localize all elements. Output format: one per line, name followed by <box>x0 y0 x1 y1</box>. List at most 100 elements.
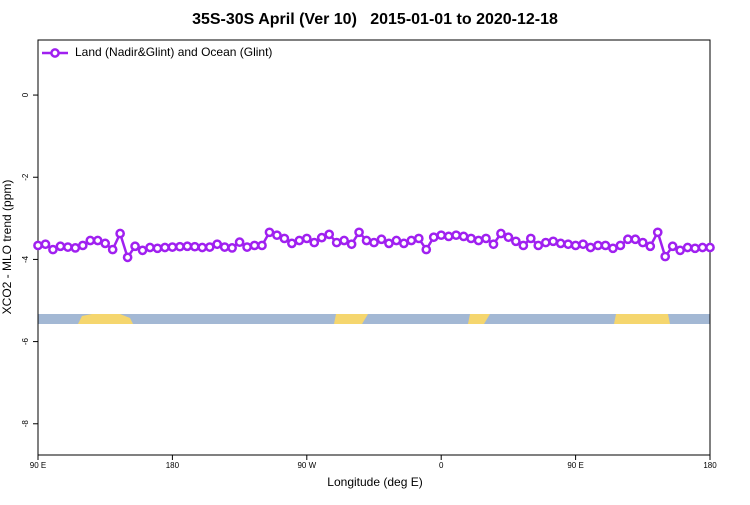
y-tick-label: -2 <box>21 173 30 181</box>
data-point <box>212 239 223 250</box>
data-point <box>623 234 633 245</box>
data-point <box>660 251 671 262</box>
y-tick-label: -4 <box>21 255 30 263</box>
data-point <box>525 233 536 244</box>
data-point <box>145 242 155 253</box>
data-point <box>376 234 387 245</box>
data-point <box>555 238 566 249</box>
data-point <box>615 240 626 251</box>
data-point <box>242 242 252 252</box>
data-point <box>77 240 88 251</box>
land-strip <box>78 314 133 324</box>
data-point <box>137 245 148 256</box>
data-point <box>55 241 66 252</box>
data-point <box>578 239 588 250</box>
ocean-strip <box>38 314 710 324</box>
data-point <box>100 238 111 249</box>
data-point <box>503 232 514 243</box>
data-point <box>667 241 678 252</box>
data-point <box>585 242 596 253</box>
x-tick-label: 90 E <box>567 461 583 470</box>
data-point <box>705 242 715 253</box>
data-point <box>399 238 409 249</box>
data-point <box>645 241 656 252</box>
data-point <box>481 233 491 244</box>
data-point <box>257 240 267 251</box>
data-point <box>249 240 260 251</box>
data-point <box>563 239 573 250</box>
data-point <box>339 235 349 246</box>
data-point <box>458 231 469 242</box>
data-point <box>608 243 618 254</box>
data-point <box>533 240 544 251</box>
data-point <box>436 230 447 241</box>
data-point <box>496 228 506 239</box>
land-strip <box>614 314 670 324</box>
data-point <box>227 243 237 253</box>
data-point <box>175 241 185 252</box>
data-point <box>40 239 51 250</box>
x-tick-label: 180 <box>703 461 717 470</box>
data-point <box>413 233 424 244</box>
data-point <box>369 237 379 248</box>
data-point <box>70 243 81 253</box>
land-strip <box>334 314 368 324</box>
y-tick-label: -6 <box>21 337 30 345</box>
data-point <box>675 245 685 256</box>
data-point <box>107 244 118 255</box>
y-tick-label: 0 <box>21 92 30 97</box>
data-point <box>466 233 476 244</box>
data-point <box>570 240 581 251</box>
land-strip <box>468 314 490 324</box>
x-tick-label: 180 <box>166 461 180 470</box>
data-point <box>279 233 290 244</box>
data-point <box>384 238 394 249</box>
data-point <box>272 230 282 241</box>
data-point <box>473 235 484 246</box>
data-point <box>130 241 140 252</box>
data-point <box>540 237 551 248</box>
x-tick-label: 0 <box>439 461 444 470</box>
data-point <box>690 243 700 254</box>
y-axis-label: XCO2 - MLO trend (ppm) <box>0 180 14 315</box>
x-axis-label: Longitude (deg E) <box>327 475 422 489</box>
data-point <box>391 235 402 246</box>
data-point <box>421 244 432 255</box>
data-point <box>354 227 364 238</box>
y-tick-label: -8 <box>21 420 30 428</box>
data-point <box>204 242 215 252</box>
data-point <box>324 229 335 240</box>
data-point <box>309 237 320 248</box>
data-point <box>428 232 439 243</box>
data-point <box>48 244 58 255</box>
data-point <box>451 230 461 241</box>
data-point <box>197 242 208 253</box>
data-point <box>637 237 648 248</box>
data-point <box>630 234 641 245</box>
data-point <box>167 242 178 252</box>
data-point <box>697 242 708 253</box>
data-point <box>287 238 297 249</box>
chart-title: 35S-30S April (Ver 10) 2015-01-01 to 202… <box>192 11 558 28</box>
data-point <box>294 235 305 246</box>
x-tick-label: 90 W <box>297 461 316 470</box>
data-point <box>85 235 96 246</box>
data-point <box>182 241 193 252</box>
data-point <box>152 243 163 254</box>
data-point <box>511 236 521 247</box>
data-point <box>160 242 170 253</box>
data-point <box>443 231 454 242</box>
data-point <box>652 227 663 238</box>
data-point <box>189 241 200 252</box>
data-point <box>331 237 342 248</box>
data-point <box>33 240 43 251</box>
data-point <box>301 233 312 244</box>
legend-label: Land (Nadir&Glint) and Ocean (Glint) <box>75 45 272 59</box>
data-point <box>600 240 611 251</box>
data-point <box>518 240 529 251</box>
data-point <box>264 227 275 238</box>
data-point <box>593 240 603 251</box>
data-point <box>63 242 73 252</box>
data-point <box>219 242 230 252</box>
